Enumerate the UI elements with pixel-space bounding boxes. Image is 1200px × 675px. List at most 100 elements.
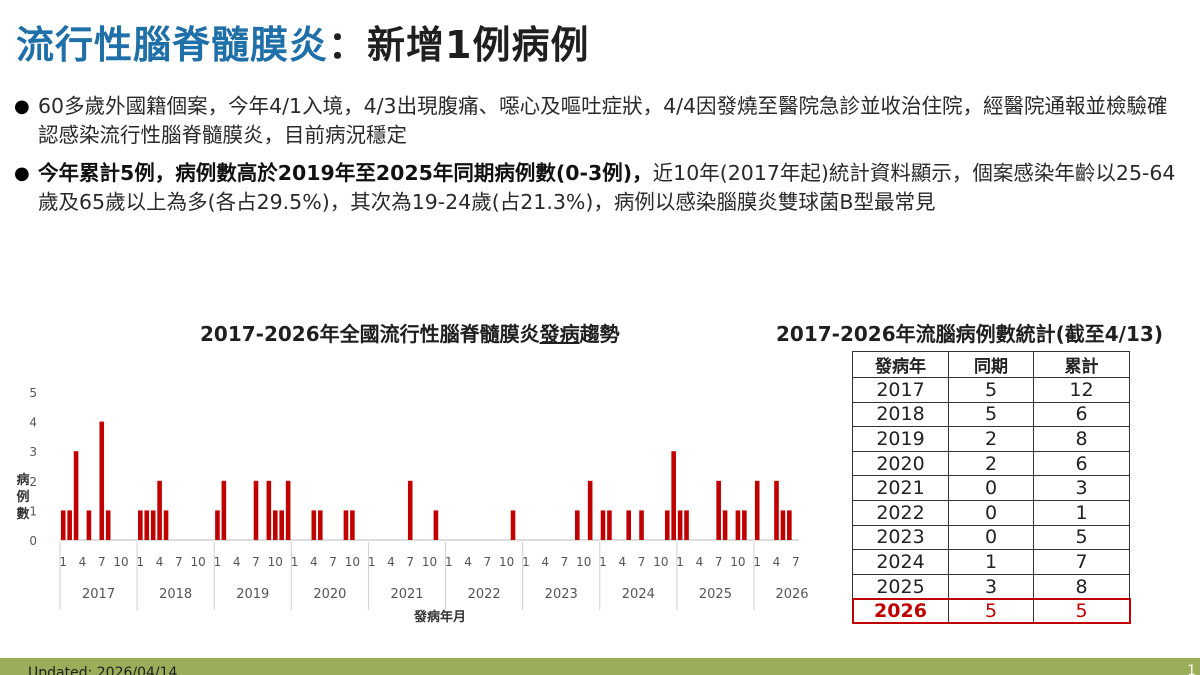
table-body: 2017 5 12 2018 5 6 2019 2 8 2020 2 6 2021 0 3 2022 0 1 202… xyxy=(851,377,1131,625)
data-bar xyxy=(587,480,593,540)
data-bar xyxy=(350,510,355,540)
y-axis-label: 數 xyxy=(16,506,29,522)
table-cell: 6 xyxy=(1033,401,1130,428)
x-year-label: 2024 xyxy=(622,587,655,602)
x-tick-label: 4 xyxy=(618,555,626,569)
table-row: 2025 3 8 xyxy=(852,573,1130,600)
table-row: 2022 0 1 xyxy=(852,499,1130,526)
data-bar xyxy=(215,510,220,540)
x-tick-label: 4 xyxy=(464,555,472,569)
table-cell: 1 xyxy=(1033,499,1130,526)
data-bar xyxy=(60,510,66,540)
data-bar xyxy=(671,451,676,540)
x-tick-label: 7 xyxy=(98,555,106,569)
x-tick-label: 1 xyxy=(291,555,299,569)
table-row: 2024 1 7 xyxy=(852,549,1130,575)
bullet-dot-icon: ● xyxy=(14,96,30,117)
data-bar xyxy=(684,510,689,540)
data-bar xyxy=(105,510,111,540)
chart-title: 2017-2026年全國流行性腦脊髓膜炎發病趨勢 xyxy=(200,318,620,347)
data-bar xyxy=(600,510,606,540)
table-cell: 5 xyxy=(948,377,1034,403)
data-bar xyxy=(73,451,79,540)
table-cell: 6 xyxy=(1033,450,1130,477)
data-bar xyxy=(343,510,349,540)
data-bar xyxy=(677,510,683,540)
table-cell: 5 xyxy=(948,598,1034,624)
bullet-body-text: 近10年(2017年起)統計資料顯示，個案感染年齡以25-64歲及65歲以上為多… xyxy=(38,161,1176,214)
x-tick-label: 10 xyxy=(499,555,514,569)
x-tick-label: 7 xyxy=(484,555,492,569)
x-tick-label: 1 xyxy=(59,555,67,569)
x-tick-label: 10 xyxy=(345,555,360,569)
chart-title-underlined: 發病 xyxy=(539,322,580,346)
data-bar xyxy=(144,510,150,540)
x-tick-label: 4 xyxy=(387,555,395,569)
table-title: 2017-2026年流腦病例數統計(截至4/13) xyxy=(776,322,1163,346)
table-cell: 0 xyxy=(948,524,1034,551)
x-tick-label: 10 xyxy=(191,555,206,569)
data-bar xyxy=(163,510,169,540)
x-tick-label: 7 xyxy=(638,555,646,569)
table-header-cell: 發病年 xyxy=(852,351,949,378)
table-row: 2017 5 12 xyxy=(852,377,1130,403)
footer-bar: Updated: 2026/04/14 1 xyxy=(0,658,1200,675)
bullet-strong-text: 今年累計5例，病例數高於2019年至2025年同期病例數(0-3例)， xyxy=(38,161,653,185)
bullet-item: ● 今年累計5例，病例數高於2019年至2025年同期病例數(0-3例)，近10… xyxy=(14,159,1184,217)
data-bar xyxy=(574,510,580,540)
data-bar xyxy=(253,480,259,540)
bullet-text: 60多歲外國籍個案，今年4/1入境，4/3出現腹痛、噁心及嘔吐症狀，4/4因發燒… xyxy=(38,92,1184,150)
table-cell: 8 xyxy=(1033,573,1130,600)
table-cell: 1 xyxy=(948,549,1034,575)
table-cell: 5 xyxy=(1033,524,1130,551)
table-header-row: 發病年 同期 累計 xyxy=(852,351,1130,378)
table-cell: 2021 xyxy=(852,475,949,501)
x-tick-label: 1 xyxy=(753,555,761,569)
data-bar xyxy=(742,510,747,540)
table-cell: 2 xyxy=(948,426,1034,452)
data-bar xyxy=(780,510,786,540)
data-bar xyxy=(266,480,272,540)
data-bar xyxy=(67,510,72,540)
data-bar xyxy=(279,510,284,540)
bullet-text: 今年累計5例，病例數高於2019年至2025年同期病例數(0-3例)，近10年(… xyxy=(38,159,1184,217)
data-bar xyxy=(735,510,741,540)
x-tick-label: 4 xyxy=(233,555,241,569)
data-bar xyxy=(272,510,278,540)
x-tick-label: 1 xyxy=(214,555,222,569)
y-tick-label: 4 xyxy=(29,416,37,430)
x-tick-label: 4 xyxy=(156,555,164,569)
page-title-main: 流行性腦脊髓膜炎 xyxy=(16,23,329,67)
x-year-label: 2019 xyxy=(236,587,269,602)
x-tick-label: 1 xyxy=(522,555,530,569)
data-bar xyxy=(99,421,105,540)
data-bar xyxy=(510,510,516,540)
x-year-label: 2018 xyxy=(159,587,192,602)
data-bar xyxy=(433,510,439,540)
table-row: 2018 5 6 xyxy=(852,401,1130,428)
y-tick-label: 1 xyxy=(29,504,37,518)
table-cell: 2025 xyxy=(852,573,949,600)
data-bar xyxy=(722,510,728,540)
table-cell: 12 xyxy=(1033,377,1130,403)
table-cell: 2026 xyxy=(852,598,949,624)
data-bar xyxy=(774,480,779,540)
x-tick-label: 1 xyxy=(445,555,453,569)
table-cell: 2018 xyxy=(852,401,949,428)
x-tick-label: 7 xyxy=(175,555,183,569)
table-row: 2026 5 5 xyxy=(851,597,1131,625)
x-year-label: 2026 xyxy=(775,587,808,602)
x-tick-label: 1 xyxy=(368,555,376,569)
x-tick-label: 7 xyxy=(329,555,337,569)
x-tick-label: 7 xyxy=(406,555,414,569)
table-cell: 2017 xyxy=(852,377,949,403)
x-tick-label: 7 xyxy=(561,555,569,569)
chart-title-post: 趨勢 xyxy=(579,322,620,346)
x-tick-label: 10 xyxy=(422,555,437,569)
data-bar xyxy=(157,480,162,540)
updated-date: Updated: 2026/04/14 xyxy=(28,666,178,675)
x-tick-label: 4 xyxy=(79,555,87,569)
page-number: 1 xyxy=(1187,664,1196,675)
x-year-label: 2023 xyxy=(545,587,578,602)
